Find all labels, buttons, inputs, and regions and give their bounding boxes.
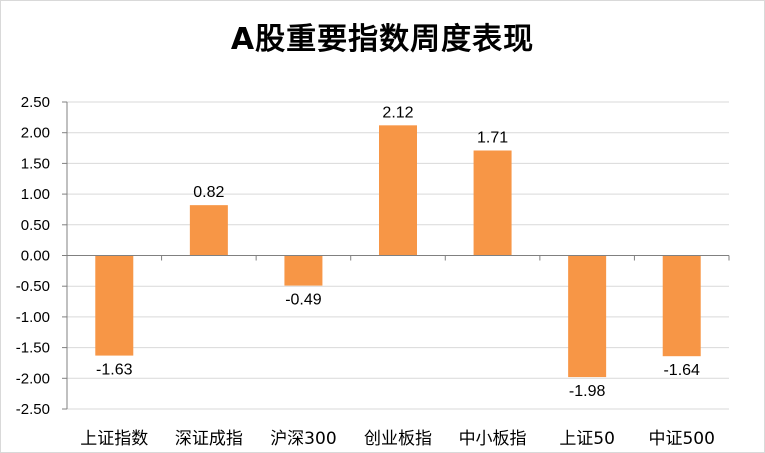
y-tick-label: 1.00	[21, 186, 50, 203]
y-tick-label: -2.00	[16, 370, 50, 387]
y-tick-label: -2.50	[16, 401, 50, 418]
y-tick-label: -1.50	[16, 340, 50, 357]
category-label: 沪深300	[270, 429, 336, 449]
y-tick-label: 1.50	[21, 155, 50, 172]
y-tick-labels: 2.50 2.00 1.50 1.00 0.50 0.00 -0.50 -1.00 -1.50 -…	[16, 94, 50, 418]
y-tick-label: 2.00	[21, 125, 50, 142]
bar	[284, 255, 323, 286]
data-label: -1.63	[96, 362, 133, 379]
bar	[189, 205, 228, 256]
data-label: 0.82	[193, 184, 224, 201]
data-labels: -1.63 0.82 -0.49 2.12 1.71 -1.98 -1.64	[96, 104, 700, 400]
y-tick-label: -0.50	[16, 278, 50, 295]
data-label: 1.71	[477, 130, 508, 147]
category-label: 上证指数	[80, 429, 148, 449]
bar	[379, 125, 417, 256]
data-label: -1.98	[569, 383, 606, 400]
data-label: -0.49	[285, 292, 322, 309]
y-tick-label: 2.50	[21, 94, 50, 111]
category-label: 创业板指	[364, 429, 432, 449]
category-labels: 上证指数 深证成指 沪深300 创业板指 中小板指 上证50 中证500	[80, 429, 715, 449]
category-label: 深证成指	[175, 429, 243, 449]
bar	[473, 150, 512, 256]
category-label: 上证50	[559, 429, 615, 449]
category-label: 中证500	[648, 429, 714, 449]
y-tick-label: 0.50	[21, 217, 50, 234]
data-label: -1.64	[663, 362, 700, 379]
chart-title: A股重要指数周度表现	[230, 22, 535, 57]
data-label: 2.12	[382, 104, 413, 121]
category-label: 中小板指	[459, 429, 527, 449]
bars	[95, 125, 701, 378]
bar	[568, 255, 607, 378]
y-tick-label: 0.00	[21, 248, 50, 265]
y-tick-label: -1.00	[16, 309, 50, 326]
bar	[95, 255, 134, 356]
bar	[662, 255, 701, 357]
axes	[62, 101, 730, 410]
